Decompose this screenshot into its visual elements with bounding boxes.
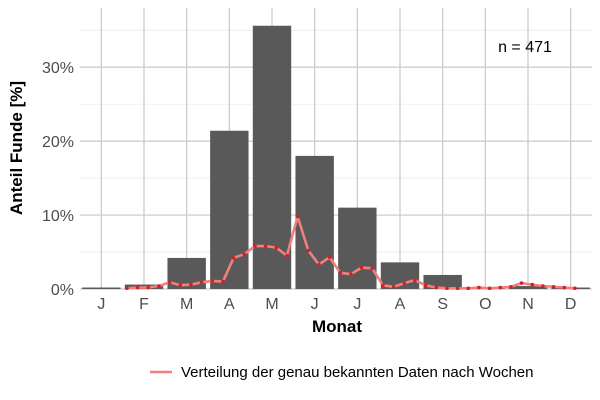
bar bbox=[423, 274, 462, 289]
x-tick-label: N bbox=[522, 296, 534, 313]
series-point bbox=[221, 279, 225, 284]
series-point bbox=[285, 253, 289, 258]
series-point bbox=[189, 282, 193, 287]
series-point bbox=[370, 266, 375, 271]
bar bbox=[295, 155, 334, 289]
x-tick-label: J bbox=[353, 296, 361, 313]
series-point bbox=[509, 284, 513, 289]
series-point bbox=[519, 281, 524, 285]
y-tick-label: 30% bbox=[42, 60, 74, 77]
series-point bbox=[167, 280, 172, 285]
legend-label: Verteilung der genau bekannten Daten nac… bbox=[181, 364, 534, 381]
series-point bbox=[381, 283, 385, 288]
series-point bbox=[455, 286, 460, 291]
x-tick-label: O bbox=[479, 296, 491, 313]
sample-size-annotation: n = 471 bbox=[498, 39, 552, 56]
series-point bbox=[231, 256, 236, 260]
series-point bbox=[434, 285, 439, 290]
series-point bbox=[551, 284, 556, 289]
bar bbox=[82, 287, 121, 289]
series-point bbox=[423, 283, 428, 288]
x-tick-label: F bbox=[139, 296, 149, 313]
weekly-line bbox=[125, 214, 577, 291]
series-point bbox=[317, 262, 321, 267]
series-point bbox=[135, 285, 140, 290]
series-point bbox=[498, 285, 503, 290]
series-point bbox=[295, 214, 300, 219]
x-tick-label: S bbox=[437, 296, 448, 313]
series-point bbox=[359, 265, 364, 270]
series-point bbox=[530, 282, 535, 287]
x-tick-label: J bbox=[311, 296, 319, 313]
bar bbox=[508, 286, 548, 289]
x-tick-label: M bbox=[265, 296, 278, 313]
series-point bbox=[541, 284, 545, 288]
series-point bbox=[253, 244, 257, 248]
x-axis-title: Monat bbox=[312, 317, 362, 336]
series-point bbox=[562, 285, 567, 290]
series-point bbox=[477, 285, 481, 290]
bar bbox=[210, 130, 249, 289]
x-tick-label: D bbox=[565, 296, 577, 313]
series-point bbox=[210, 279, 215, 283]
series-point bbox=[146, 285, 151, 290]
series-point bbox=[199, 280, 204, 285]
series-point bbox=[487, 286, 492, 291]
series-point bbox=[263, 244, 268, 248]
bars bbox=[82, 25, 590, 289]
bar bbox=[252, 25, 292, 289]
y-ticks: 0% 10% 20% 30% bbox=[42, 60, 74, 299]
series-point bbox=[338, 270, 343, 275]
bar bbox=[338, 207, 377, 289]
x-tick-label: A bbox=[224, 296, 235, 313]
series-point bbox=[413, 278, 417, 282]
x-tick-label: A bbox=[395, 296, 406, 313]
series-point bbox=[125, 286, 129, 291]
x-tick-label: M bbox=[180, 296, 193, 313]
y-axis-title: Anteil Funde [%] bbox=[7, 81, 26, 215]
legend: Verteilung der genau bekannten Daten nac… bbox=[150, 364, 534, 381]
series-point bbox=[157, 284, 161, 288]
series-point bbox=[327, 255, 332, 260]
series-point bbox=[242, 252, 247, 257]
y-tick-label: 0% bbox=[51, 282, 74, 299]
series-point bbox=[573, 286, 577, 291]
series-point bbox=[402, 281, 407, 285]
series-point bbox=[349, 272, 353, 277]
y-tick-label: 10% bbox=[42, 208, 74, 225]
y-tick-label: 20% bbox=[42, 134, 74, 151]
series-point bbox=[445, 286, 449, 291]
x-tick-label: J bbox=[97, 296, 105, 313]
series-point bbox=[466, 286, 471, 291]
series-point bbox=[274, 245, 279, 250]
series-point bbox=[391, 284, 396, 289]
series-point bbox=[178, 283, 183, 288]
series-point bbox=[306, 248, 311, 253]
